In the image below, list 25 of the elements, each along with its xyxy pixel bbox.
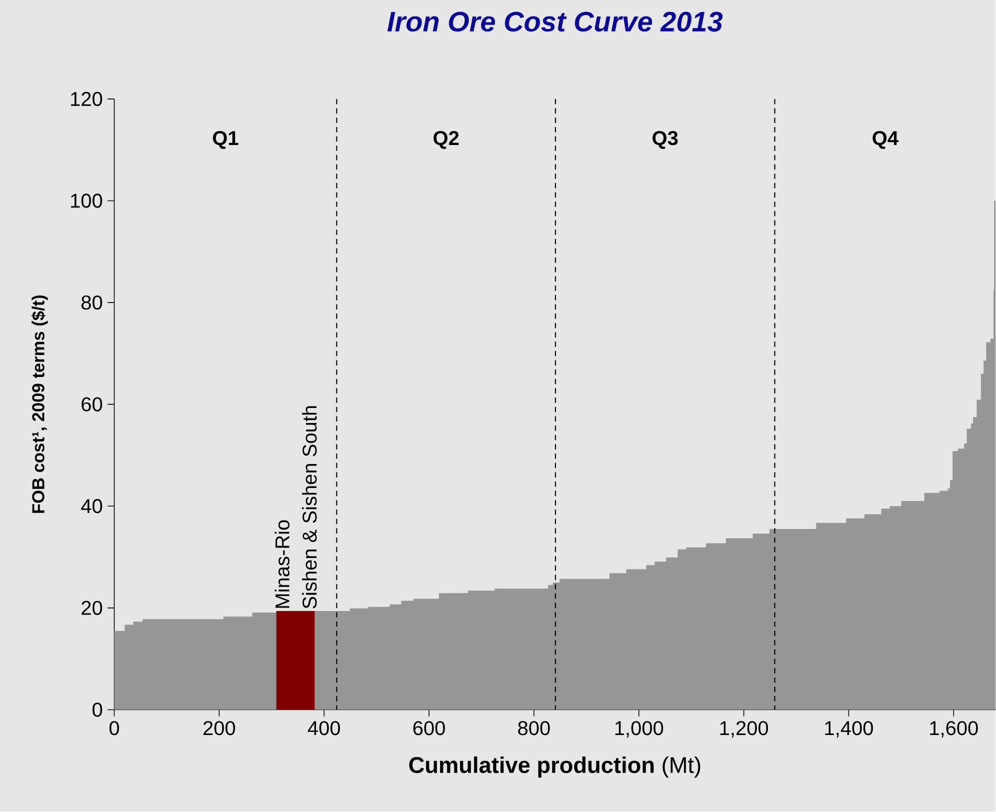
annotation: Q3 [652,131,678,150]
y-tick-label: 80 [82,296,102,310]
x-tick-label: 1,600 [930,721,978,738]
annotation: Q2 [434,131,459,150]
chart-title: Iron Ore Cost Curve 2013 [387,12,723,32]
y-tick-label: 100 [71,194,102,208]
y-tick-label: 40 [81,499,102,514]
y-tick-label: 120 [71,92,102,106]
x-tick-label: 0 [109,721,120,736]
y-tick-label: 60 [82,397,102,412]
y-axis-title: FOB cost¹, 2009 terms ($/t) [31,296,48,514]
y-tick-label: 20 [82,601,102,616]
x-tick-label: 600 [413,721,445,736]
x-tick-label: 1,000 [615,721,664,738]
x-tick-label: 400 [308,721,340,736]
annotation: Q4 [872,131,898,150]
x-tick-label: 800 [518,721,550,736]
y-tick-label: 0 [92,702,102,717]
annotation: Minas-Rio [274,520,290,608]
annotation: Sishen & Sishen South [302,406,317,609]
x-tick-label: 200 [203,721,236,736]
x-tick-label: 1,200 [720,721,768,738]
x-axis-title: Cumulative production (Mt) [409,756,700,778]
annotation: Q1 [212,131,238,150]
x-tick-label: 1,400 [825,721,873,738]
